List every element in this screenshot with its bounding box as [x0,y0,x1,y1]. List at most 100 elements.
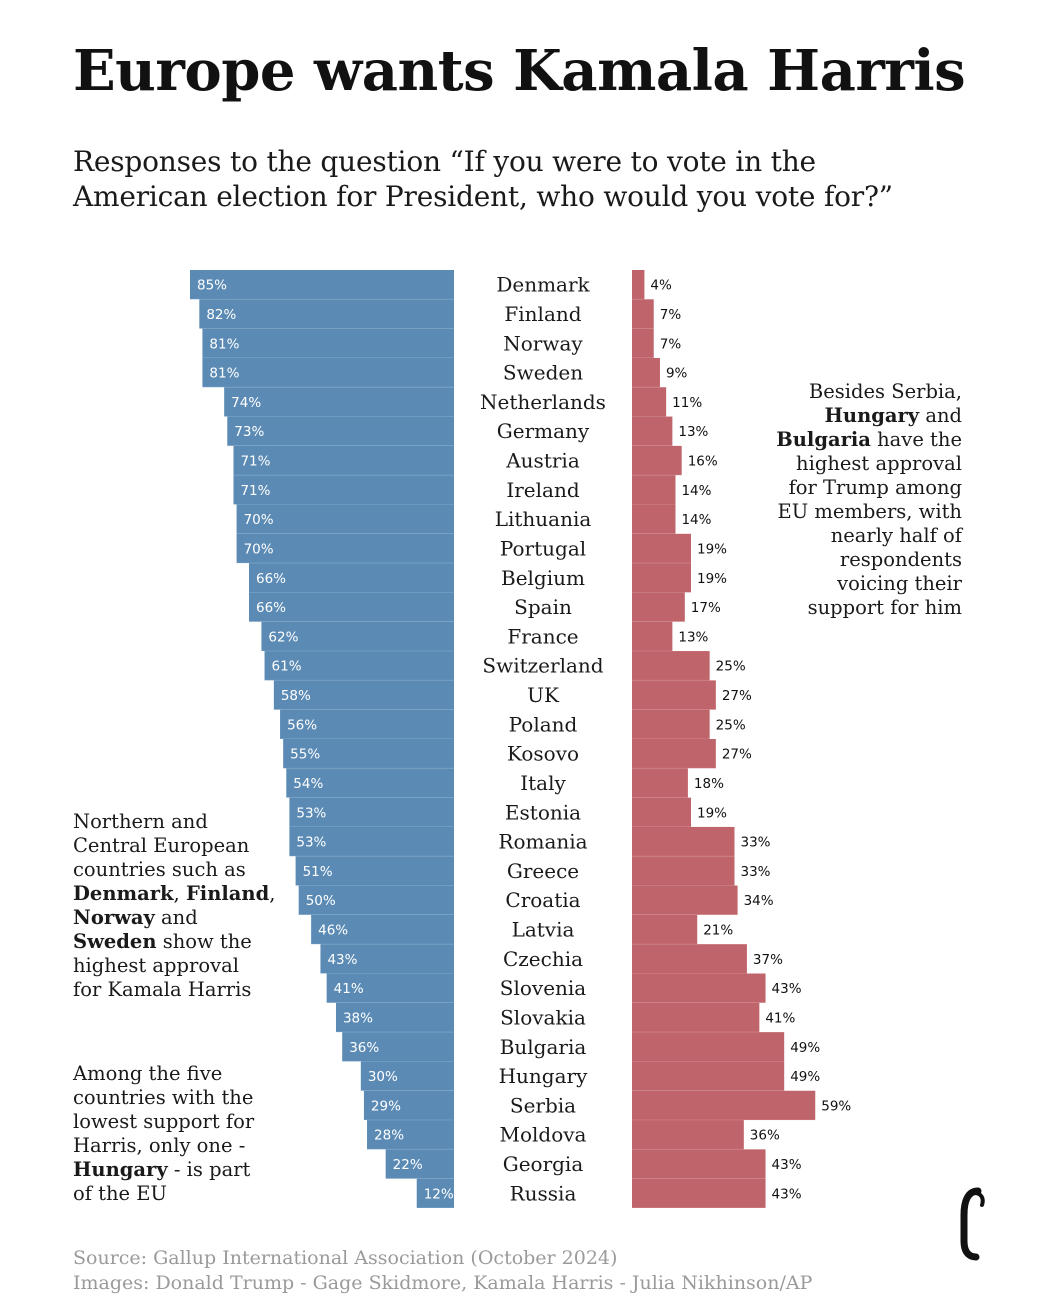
country-label: UK [527,683,560,707]
harris-bar [202,328,454,358]
country-label: Slovakia [500,1005,586,1029]
annotation-text: Bulgaria [776,428,871,451]
trump-value-label: 27% [722,747,752,763]
trump-value-label: 4% [650,278,672,294]
trump-bar [632,914,698,945]
harris-bar [295,856,454,886]
harris-bar [342,1032,454,1062]
trump-bar [632,533,692,564]
trump-value-label: 25% [716,659,746,675]
annotation-left-bottom: Among the five countries with the lowest s… [73,1062,273,1206]
trump-bar [632,885,738,915]
trump-value-label: 13% [678,424,708,440]
annotation-text: Northern and [73,810,208,833]
harris-value-label: 61% [272,659,302,675]
country-label: Norway [503,331,583,355]
country-label: Georgia [503,1152,584,1176]
trump-bar [632,768,688,798]
harris-bars [190,270,454,1209]
harris-value-label: 54% [293,776,323,792]
harris-bar [261,621,454,652]
trump-value-label: 37% [753,952,783,968]
trump-value-label: 19% [697,571,727,587]
page-title: Europe wants Kamala Harris [73,38,966,104]
trump-value-label: 33% [740,864,770,880]
harris-value-label: 12% [424,1186,454,1202]
trump-value-label: 43% [772,1157,802,1173]
harris-bar [236,533,454,564]
harris-value-label: 22% [393,1157,423,1173]
country-label: Spain [514,595,572,619]
annotation-text: countries such as [73,858,246,881]
trump-value-label: 21% [703,923,733,939]
annotation-text: lowest support for [73,1110,255,1133]
harris-bar [311,914,454,945]
country-label: Kosovo [507,742,579,766]
harris-bar [289,826,454,857]
harris-value-label: 56% [287,717,317,733]
harris-value-label: 70% [244,541,274,557]
trump-value-label: 14% [681,512,711,528]
trump-value-label: 25% [716,717,746,733]
annotation-text: support for him [807,596,962,619]
trump-bar [632,387,667,417]
country-label: Finland [504,302,581,326]
harris-value-label: 53% [296,805,326,821]
harris-value-label: 71% [240,483,270,499]
harris-bar [289,797,454,827]
harris-value-label: 70% [244,512,274,528]
trump-bar [632,445,682,476]
trump-bar [632,504,676,534]
trump-value-label: 43% [772,1186,802,1202]
subtitle-line-2: American election for President, who wou… [73,180,893,213]
harris-value-label: 66% [256,571,286,587]
trump-bars [632,270,816,1209]
harris-bar [202,357,454,388]
trump-value-label: 19% [697,805,727,821]
country-label: Germany [497,419,590,443]
trump-value-labels: 4% 7% 7% 9% 11% 13% 16% 14% 14% 19% 19% 17% 13% 25% 27… [650,278,851,1203]
harris-bar [326,973,454,1003]
harris-value-label: 62% [268,629,298,645]
trump-bar [632,739,716,769]
country-label: Switzerland [482,654,603,678]
trump-value-label: 16% [688,454,718,470]
country-labels: Denmark Finland Norway Sweden Netherlands Ger… [480,273,606,1206]
annotation-text: voicing their [837,572,962,595]
country-label: Moldova [500,1123,587,1147]
trump-bar [632,973,766,1003]
harris-value-labels: 85% 82% 81% 81% 74% 73% 71% 71% 70% 70% 66% 66% 62% 6… [197,278,454,1203]
harris-bar [249,563,454,593]
harris-bar [385,1149,454,1179]
trump-value-label: 27% [722,688,752,704]
country-label: Austria [505,449,580,473]
country-label: Sweden [503,361,583,385]
harris-value-label: 28% [374,1128,404,1144]
trump-bar [632,416,673,446]
harris-bar [335,1002,454,1033]
annotation-text: Among the five [73,1062,223,1085]
trump-value-label: 33% [740,835,770,851]
trump-bar [632,621,673,652]
harris-bar [416,1178,454,1208]
country-label: Bulgaria [500,1035,587,1059]
annotation-text: highest approval [73,954,239,977]
trump-bar [632,563,692,593]
country-label: Slovenia [500,976,587,1000]
harris-bar [236,504,454,534]
harris-value-label: 74% [231,395,261,411]
trump-value-label: 43% [772,981,802,997]
trump-value-label: 17% [691,600,721,616]
harris-bar [286,768,454,798]
country-label: Italy [520,771,566,795]
harris-value-label: 51% [303,864,333,880]
harris-bar [224,387,454,417]
country-label: Ireland [506,478,579,502]
country-label: Belgium [501,566,585,590]
annotation-text: for Trump among [788,476,962,499]
annotation-text: and [154,906,198,929]
harris-bar [367,1120,454,1150]
trump-value-label: 36% [750,1128,780,1144]
country-label: Portugal [500,536,586,560]
